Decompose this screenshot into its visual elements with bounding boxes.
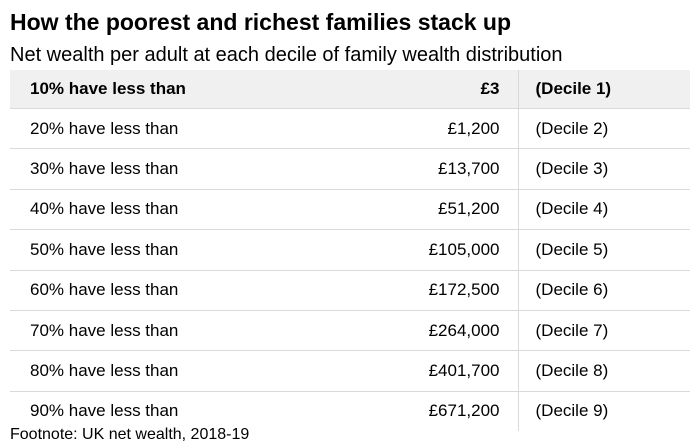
row-decile: (Decile 5) bbox=[518, 229, 690, 271]
row-value: £105,000 bbox=[412, 229, 519, 271]
row-label: 20% have less than bbox=[10, 108, 412, 150]
decile-table-body: 10% have less than £3 (Decile 1) 20% hav… bbox=[10, 70, 690, 432]
row-label: 60% have less than bbox=[10, 270, 412, 311]
row-label: 40% have less than bbox=[10, 189, 412, 231]
row-value: £51,200 bbox=[412, 189, 519, 231]
table-row-decile-1: 10% have less than £3 (Decile 1) bbox=[10, 70, 690, 109]
chart-subtitle: Net wealth per adult at each decile of f… bbox=[10, 44, 563, 66]
row-decile: (Decile 4) bbox=[518, 189, 690, 231]
row-value: £1,200 bbox=[412, 108, 519, 150]
row-value: £671,200 bbox=[412, 391, 519, 432]
table-row-decile-2: 20% have less than £1,200 (Decile 2) bbox=[10, 108, 690, 150]
row-label: 70% have less than bbox=[10, 310, 412, 352]
chart-title: How the poorest and richest families sta… bbox=[10, 9, 512, 35]
row-value: £3 bbox=[412, 70, 519, 109]
table-row-decile-7: 70% have less than £264,000 (Decile 7) bbox=[10, 310, 690, 352]
row-decile: (Decile 1) bbox=[518, 70, 690, 109]
row-decile: (Decile 9) bbox=[535, 401, 609, 421]
row-value: £401,700 bbox=[412, 350, 519, 392]
row-value: £264,000 bbox=[412, 310, 519, 352]
row-label: 80% have less than bbox=[10, 350, 412, 392]
table-row-decile-8: 80% have less than £401,700 (Decile 8) bbox=[10, 350, 690, 392]
footnote: Footnote: UK net wealth, 2018-19 bbox=[10, 426, 250, 443]
table-row-decile-5: 50% have less than £105,000 (Decile 5) bbox=[10, 229, 690, 271]
row-decile: (Decile 7) bbox=[518, 310, 690, 352]
row-label: 90% have less than bbox=[30, 401, 179, 421]
row-decile: (Decile 2) bbox=[518, 108, 690, 150]
table-row-decile-9: 90% have less than £671,200 (Decile 9) bbox=[10, 391, 690, 432]
row-value: £13,700 bbox=[412, 148, 519, 190]
table-row-decile-3: 30% have less than £13,700 (Decile 3) bbox=[10, 148, 690, 190]
row-label: 50% have less than bbox=[10, 229, 412, 271]
row-decile: (Decile 6) bbox=[518, 270, 690, 311]
table-row-decile-6: 60% have less than £172,500 (Decile 6) bbox=[10, 270, 690, 311]
row-label: 30% have less than bbox=[10, 148, 412, 190]
row-decile: (Decile 3) bbox=[518, 148, 690, 190]
row-value: £172,500 bbox=[412, 270, 519, 311]
row-label: 10% have less than bbox=[10, 70, 412, 109]
decile-table: 10% have less than £3 (Decile 1) 20% hav… bbox=[10, 70, 690, 432]
table-row-decile-4: 40% have less than £51,200 (Decile 4) bbox=[10, 189, 690, 231]
row-decile: (Decile 8) bbox=[518, 350, 690, 392]
